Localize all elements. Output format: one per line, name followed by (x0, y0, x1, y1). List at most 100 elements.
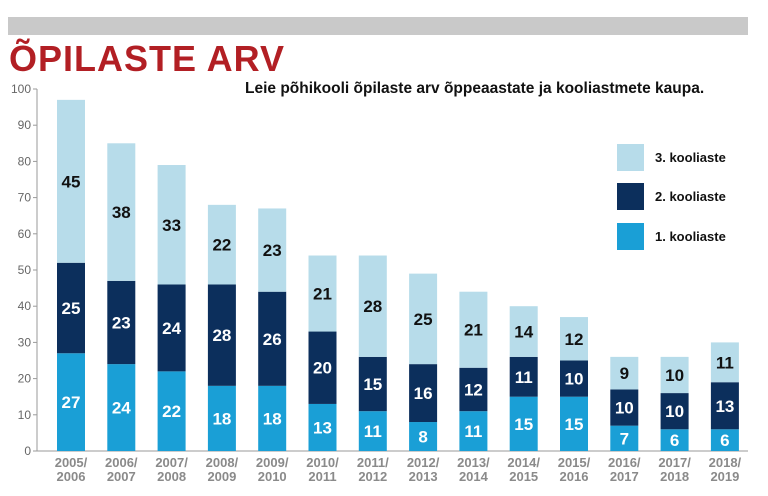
bar-segment (207, 204, 236, 285)
legend-swatch (617, 183, 644, 210)
data-label: 22 (212, 236, 231, 255)
bar-segment (107, 364, 136, 451)
x-tick-label: 2015 (509, 469, 538, 484)
data-label: 10 (665, 366, 684, 385)
data-label: 15 (363, 375, 382, 394)
data-label: 23 (112, 313, 131, 332)
y-tick-label: 10 (18, 408, 32, 422)
bar-segment (509, 356, 538, 397)
bar-segment (207, 385, 236, 451)
bar-segment (157, 165, 186, 285)
x-tick-label: 2016/ (608, 455, 641, 470)
data-label: 28 (363, 297, 382, 316)
bar-segment (57, 99, 85, 263)
bar-segment (660, 356, 689, 394)
x-tick-label: 2007/ (155, 455, 188, 470)
x-tick-label: 2015/ (558, 455, 591, 470)
y-tick-label: 30 (18, 335, 32, 349)
x-tick-label: 2008/ (206, 455, 239, 470)
bar-segment (157, 284, 186, 372)
data-label: 11 (364, 422, 382, 441)
bar-segment (560, 396, 588, 451)
legend-swatch (617, 223, 644, 250)
bar-segment (308, 403, 337, 451)
bar-segment (459, 411, 488, 451)
data-label: 11 (464, 422, 482, 441)
data-label: 10 (565, 370, 584, 389)
x-tick-label: 2010/ (306, 455, 339, 470)
data-label: 33 (162, 216, 181, 235)
x-tick-label: 2005/ (55, 455, 88, 470)
bar-segment (710, 382, 739, 430)
bar-segment (409, 273, 438, 365)
x-tick-label: 2011 (308, 469, 336, 484)
x-tick-label: 2009/ (256, 455, 289, 470)
x-tick-label: 2012 (358, 469, 387, 484)
bar-segment (610, 356, 639, 390)
data-label: 16 (414, 384, 433, 403)
bar-segment (560, 317, 588, 361)
x-tick-label: 2011/ (357, 455, 389, 470)
data-label: 27 (62, 393, 81, 412)
data-label: 11 (716, 353, 734, 372)
data-label: 23 (263, 241, 282, 260)
y-tick-label: 0 (24, 444, 31, 458)
data-label: 24 (112, 399, 131, 418)
bar-segment (660, 429, 689, 451)
data-label: 15 (565, 415, 584, 434)
x-tick-label: 2007 (107, 469, 136, 484)
data-label: 22 (162, 402, 181, 421)
bar-segment (107, 280, 136, 365)
data-label: 14 (514, 323, 533, 342)
data-label: 6 (720, 431, 729, 450)
x-tick-label: 2014/ (507, 455, 540, 470)
legend-label: 3. kooliaste (655, 150, 726, 165)
y-tick-label: 100 (11, 82, 31, 96)
legend-label: 2. kooliaste (655, 189, 726, 204)
bar-segment (308, 255, 337, 332)
bar-segment (157, 371, 186, 451)
x-tick-label: 2012/ (407, 455, 440, 470)
x-tick-label: 2013/ (457, 455, 490, 470)
x-tick-label: 2014 (459, 469, 489, 484)
x-tick-label: 2008 (157, 469, 186, 484)
bar-segment (308, 331, 337, 404)
x-tick-label: 2006/ (105, 455, 138, 470)
data-label: 20 (313, 359, 332, 378)
bar-segment (258, 291, 287, 386)
bar-segment (710, 342, 739, 383)
data-label: 18 (212, 409, 231, 428)
data-label: 10 (615, 399, 634, 418)
data-label: 8 (418, 428, 427, 447)
y-tick-label: 90 (18, 118, 32, 132)
data-label: 25 (414, 310, 433, 329)
x-tick-label: 2017 (610, 469, 639, 484)
data-label: 15 (514, 415, 533, 434)
y-tick-label: 60 (18, 227, 32, 241)
data-label: 45 (62, 172, 81, 191)
bar-segment (258, 385, 287, 451)
x-tick-label: 2006 (57, 469, 86, 484)
data-label: 24 (162, 319, 181, 338)
data-label: 21 (313, 285, 332, 304)
data-label: 13 (313, 418, 332, 437)
bar-segment (358, 255, 387, 357)
data-label: 9 (620, 364, 629, 383)
data-label: 12 (565, 330, 584, 349)
data-label: 12 (464, 380, 483, 399)
bar-segment (207, 284, 236, 386)
y-tick-label: 70 (18, 191, 32, 205)
bar-segment (409, 422, 438, 451)
data-label: 10 (665, 402, 684, 421)
x-tick-label: 2018/ (709, 455, 742, 470)
bar-segment (660, 393, 689, 430)
legend-swatch (617, 144, 644, 171)
x-tick-label: 2010 (258, 469, 287, 484)
bar-segment (509, 306, 538, 357)
header-bar (8, 17, 748, 35)
x-tick-label: 2013 (409, 469, 438, 484)
bar-segment (57, 262, 85, 354)
bar-segment (560, 360, 588, 397)
data-label: 13 (715, 397, 734, 416)
